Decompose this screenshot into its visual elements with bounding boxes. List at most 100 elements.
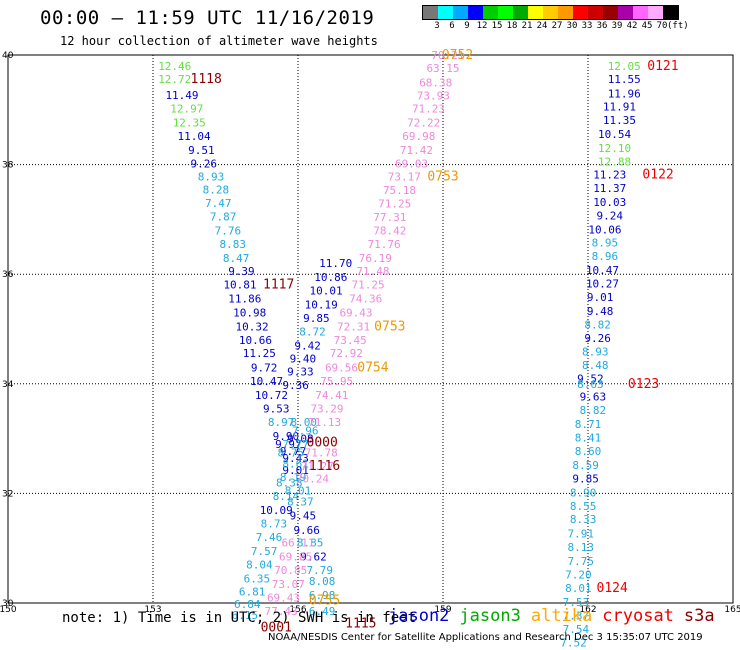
wave-height-value: 11.70 bbox=[319, 257, 352, 270]
legend-label: (ft) bbox=[667, 21, 689, 31]
wave-height-value: 9.51 bbox=[188, 144, 215, 157]
wave-height-value: 77.43 bbox=[265, 605, 298, 618]
wave-height-value: 71.13 bbox=[308, 416, 341, 429]
wave-height-value: 8.13 bbox=[568, 541, 595, 554]
wave-height-value: 12.88 bbox=[598, 155, 631, 168]
wave-height-value: 9.77 bbox=[280, 445, 307, 458]
x-tick-label: 153 bbox=[144, 605, 161, 615]
wave-height-value: 8.72 bbox=[299, 326, 326, 339]
map-grid bbox=[7, 54, 734, 604]
wave-height-value: 9.53 bbox=[263, 402, 290, 415]
wave-height-value: 8.90 bbox=[570, 486, 597, 499]
wave-height-value: 7.57 bbox=[251, 545, 278, 558]
wave-height-value: 10.86 bbox=[314, 271, 347, 284]
legend-label: 15 bbox=[491, 21, 503, 31]
legend-swatch bbox=[438, 6, 453, 19]
pass-time-label: 0001 bbox=[261, 621, 292, 636]
wave-height-value: 72.92 bbox=[330, 347, 363, 360]
wave-height-value: 12.35 bbox=[173, 116, 206, 129]
wave-height-value: 73.45 bbox=[334, 334, 367, 347]
wave-height-value: 10.06 bbox=[588, 223, 621, 236]
legend-swatch bbox=[603, 6, 618, 19]
legend-swatch bbox=[528, 6, 543, 19]
legend-swatch bbox=[618, 6, 633, 19]
wave-height-value: 8.00 bbox=[291, 416, 318, 429]
wave-height-value: 8.08 bbox=[309, 575, 336, 588]
legend-swatch bbox=[468, 6, 483, 19]
map-frame bbox=[7, 54, 734, 604]
wave-height-value: 9.39 bbox=[228, 265, 255, 278]
wave-height-value: 7.37 bbox=[563, 610, 590, 623]
wave-height-value: 11.86 bbox=[228, 292, 261, 305]
wave-height-value: 8.95 bbox=[592, 236, 619, 249]
legend-swatch bbox=[513, 6, 528, 19]
wave-height-value: 9.42 bbox=[294, 339, 321, 352]
wave-height-value: 72.22 bbox=[407, 116, 440, 129]
wave-height-value: 9.62 bbox=[300, 550, 327, 563]
legend-label: 24 bbox=[536, 21, 548, 31]
wave-height-value: 66.11 bbox=[281, 537, 314, 550]
wave-height-value: 9.01 bbox=[282, 464, 309, 477]
wave-height-value: 69.03 bbox=[395, 158, 428, 171]
wave-height-value: 70.24 bbox=[296, 473, 329, 486]
legend-label: 39 bbox=[611, 21, 623, 31]
wave-height-value: 9.01 bbox=[587, 291, 614, 304]
wave-height-value: 70.21 bbox=[431, 49, 464, 62]
wave-height-value: 9.26 bbox=[191, 158, 218, 171]
wave-height-value: 8.04 bbox=[246, 559, 273, 572]
wave-height-value: 7.75 bbox=[568, 555, 595, 568]
wave-height-value: 9.63 bbox=[580, 390, 607, 403]
x-tick-label: 150 bbox=[0, 605, 17, 615]
satellite-jason3: jason3 bbox=[459, 606, 521, 626]
wave-height-value: 9.26 bbox=[584, 332, 611, 345]
wave-height-value: 8.85 bbox=[297, 537, 324, 550]
wave-height-value: 10.66 bbox=[239, 334, 272, 347]
pass-time-label: 1116 bbox=[309, 459, 340, 474]
wave-height-value: 8.93 bbox=[582, 345, 609, 358]
wave-height-value: 6.35 bbox=[244, 572, 271, 585]
wave-height-value: 73.29 bbox=[310, 402, 343, 415]
pass-time-label: 0752 bbox=[442, 48, 473, 63]
wave-height-value: 11.23 bbox=[593, 168, 626, 181]
wave-height-value: 6.98 bbox=[309, 589, 336, 602]
wave-height-value: 77.31 bbox=[373, 211, 406, 224]
wave-height-value: 6.84 bbox=[234, 598, 261, 611]
wave-height-value: 10.03 bbox=[593, 196, 626, 209]
wave-height-value: 11.37 bbox=[593, 182, 626, 195]
wave-height-value: 8.60 bbox=[575, 445, 602, 458]
pass-time-label: 0753 bbox=[427, 170, 458, 185]
wave-height-value: 11.96 bbox=[608, 87, 641, 100]
wave-height-value: 9.66 bbox=[293, 524, 320, 537]
color-legend: 3 6 9 12 15 18 21 24 27 30 33 36 39 42 45 70 (ft) bbox=[422, 5, 689, 31]
wave-height-value: 10.98 bbox=[233, 307, 266, 320]
wave-height-value: 10.19 bbox=[305, 298, 338, 311]
y-tick-label: 34 bbox=[2, 380, 14, 390]
legend-swatch bbox=[423, 6, 438, 19]
wave-height-value: 69.43 bbox=[339, 307, 372, 320]
wave-height-value: 8.63 bbox=[577, 378, 604, 391]
pass-time-label: 1117 bbox=[263, 278, 294, 293]
wave-height-value: 8.82 bbox=[580, 404, 607, 417]
wave-height-value: 74.36 bbox=[349, 292, 382, 305]
pass-time-label: 0753 bbox=[374, 319, 405, 334]
pass-time-label: 1118 bbox=[191, 72, 222, 87]
x-tick-label: 165 bbox=[724, 605, 740, 615]
pass-time-label: 0123 bbox=[628, 377, 659, 392]
wave-height-value: 75.95 bbox=[320, 375, 353, 388]
wave-height-value: 71.42 bbox=[400, 144, 433, 157]
y-tick-label: 30 bbox=[2, 599, 14, 609]
wave-height-value: 8.83 bbox=[220, 238, 247, 251]
legend-label: 36 bbox=[596, 21, 608, 31]
wave-height-value: 10.47 bbox=[250, 375, 283, 388]
legend-swatch bbox=[588, 6, 603, 19]
wave-height-value: 8.61 bbox=[282, 457, 309, 470]
wave-height-value: 10.54 bbox=[598, 128, 631, 141]
wave-height-value: 71.23 bbox=[412, 103, 445, 116]
wave-height-value: 10.01 bbox=[309, 285, 342, 298]
wave-height-value: 10.32 bbox=[236, 320, 269, 333]
wave-height-value: 7.54 bbox=[563, 623, 590, 636]
wave-height-value: 73.07 bbox=[272, 578, 305, 591]
wave-height-value: 69.56 bbox=[325, 361, 358, 374]
wave-height-value: 78.42 bbox=[373, 224, 406, 237]
wave-height-value: 7.20 bbox=[565, 569, 592, 582]
